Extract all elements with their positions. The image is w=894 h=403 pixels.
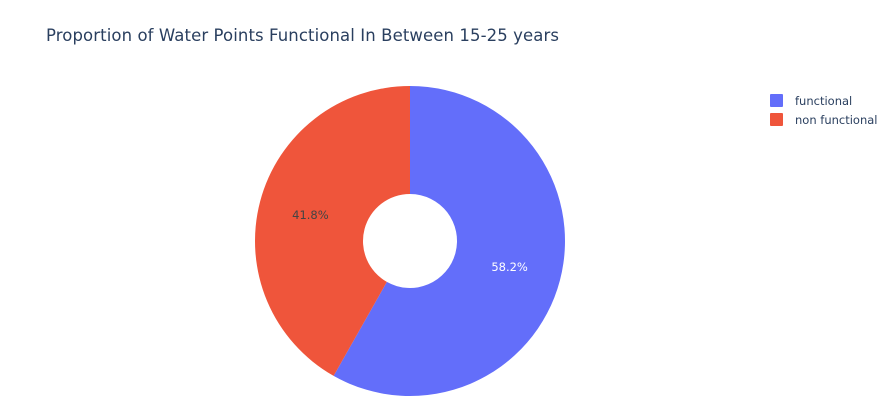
legend-swatch-non-functional (770, 113, 783, 126)
chart-title: Proportion of Water Points Functional In… (46, 26, 560, 45)
legend: functional non functional (770, 91, 878, 129)
pie-slices (254, 86, 565, 396)
legend-item-non-functional[interactable]: non functional (770, 110, 878, 129)
legend-label-functional: functional (795, 93, 853, 108)
pie-slice-label-functional: 58.2% (491, 260, 528, 274)
pie-slice-functional[interactable] (333, 86, 565, 396)
legend-swatch-functional (770, 94, 783, 107)
pie-slice-non-functional[interactable] (254, 86, 410, 376)
pie-slice-labels: 58.2% 41.8% (292, 208, 528, 274)
legend-item-functional[interactable]: functional (770, 91, 878, 110)
pie-slice-label-non-functional: 41.8% (292, 208, 329, 222)
legend-label-non-functional: non functional (795, 112, 878, 127)
